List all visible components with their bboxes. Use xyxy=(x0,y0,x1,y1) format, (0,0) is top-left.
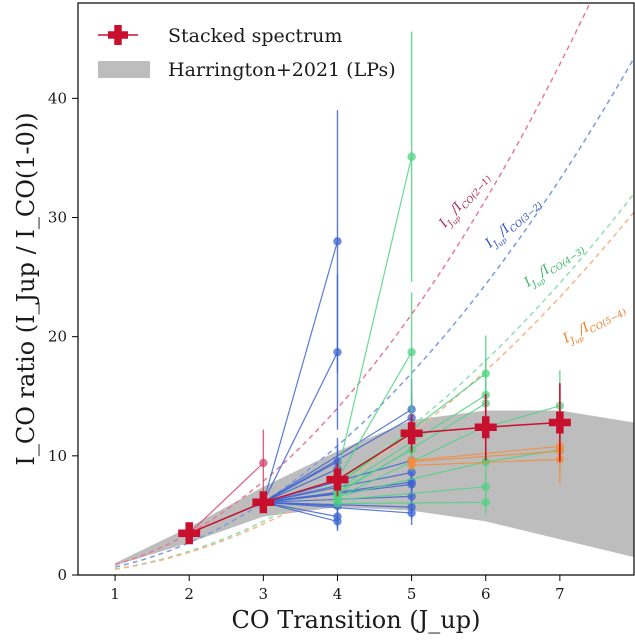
stacked-line xyxy=(188,421,560,534)
source-point xyxy=(259,458,268,468)
x-axis-title: CO Transition (J_up) xyxy=(232,606,481,634)
source-line xyxy=(337,501,486,505)
y-tick-label: 40 xyxy=(48,89,67,107)
source-point xyxy=(407,508,416,518)
stacked-marker xyxy=(474,416,497,439)
source-line xyxy=(336,351,413,481)
source-line xyxy=(337,486,486,501)
thermal-curve-3 xyxy=(114,57,634,568)
source-line xyxy=(485,405,561,428)
stacked-marker xyxy=(326,468,349,491)
thermal-label-4: IJup/ICO(4−3) xyxy=(521,239,588,294)
stacked-marker xyxy=(400,422,423,445)
stacked-marker xyxy=(252,491,275,514)
label-sub-j: J xyxy=(567,335,578,347)
x-tick-label: 6 xyxy=(481,585,491,603)
source-line xyxy=(188,462,264,534)
source-point xyxy=(481,457,490,466)
thermal-annotations-layer: IJup/ICO(2−1)IJup/ICO(3−2)IJup/ICO(4−3)I… xyxy=(436,169,630,350)
x-tick-label: 7 xyxy=(555,585,565,603)
legend: Stacked spectrum Harrington+2021 (LPs) xyxy=(98,25,396,81)
y-tick-label: 10 xyxy=(48,447,67,465)
x-tick-label: 5 xyxy=(407,585,417,603)
source-line xyxy=(336,156,413,474)
y-tick-label: 0 xyxy=(57,566,67,584)
thermal-curves-layer xyxy=(114,3,634,571)
legend-band-swatch xyxy=(98,61,150,78)
source-point xyxy=(407,152,416,161)
source-point xyxy=(481,498,490,507)
source-point xyxy=(407,347,416,357)
source-line xyxy=(262,408,412,503)
y-axis-title: I_CO ratio (I_Jup / I_CO(1-0)) xyxy=(12,112,40,465)
source-line xyxy=(262,241,339,503)
source-point xyxy=(481,482,490,492)
source-line xyxy=(263,468,338,503)
stacked-marker xyxy=(178,522,201,545)
axes: 1 2 3 4 5 6 7 0 10 20 30 40 CO Transition (J_up) I_CO… xyxy=(12,2,635,634)
source-line xyxy=(262,351,339,503)
source-line xyxy=(337,461,486,497)
source-line xyxy=(263,501,338,518)
source-point xyxy=(333,499,342,508)
source-line xyxy=(411,458,560,466)
y-tick-label: 20 xyxy=(48,328,67,346)
x-tick-label: 4 xyxy=(333,585,343,603)
source-point xyxy=(333,237,342,246)
source-point xyxy=(333,517,342,526)
y-tick-label: 30 xyxy=(48,209,67,227)
label-sub-j: J xyxy=(529,279,540,291)
thermal-curve-2 xyxy=(114,3,591,566)
source-point xyxy=(407,480,416,489)
source-line xyxy=(263,501,338,522)
stacked-marker xyxy=(548,411,571,434)
stacked-spectrum-layer xyxy=(178,383,571,545)
thermal-curve-5 xyxy=(114,211,634,571)
x-tick-label: 3 xyxy=(259,585,269,603)
label-sub-co: CO(2−1) xyxy=(459,173,494,211)
thermal-label-2: IJup/ICO(2−1) xyxy=(436,169,495,234)
thermal-label-5: IJup/ICO(5−4) xyxy=(560,300,630,350)
source-point xyxy=(407,456,416,465)
label-sub-co: CO(4−3) xyxy=(548,245,588,277)
legend-stacked-label: Stacked spectrum xyxy=(168,25,342,47)
x-tick-label: 1 xyxy=(110,585,120,603)
plot-frame xyxy=(77,2,635,576)
label-sub-up: up xyxy=(574,334,586,346)
legend-stacked-marker xyxy=(108,25,128,45)
source-point xyxy=(333,347,342,357)
legend-band-label: Harrington+2021 (LPs) xyxy=(168,59,396,81)
label-sub-co: CO(5−4) xyxy=(588,307,629,336)
x-tick-label: 2 xyxy=(184,585,194,603)
source-line xyxy=(263,417,412,503)
label-sub-j: J xyxy=(490,239,502,251)
label-sub-j: J xyxy=(445,218,457,230)
